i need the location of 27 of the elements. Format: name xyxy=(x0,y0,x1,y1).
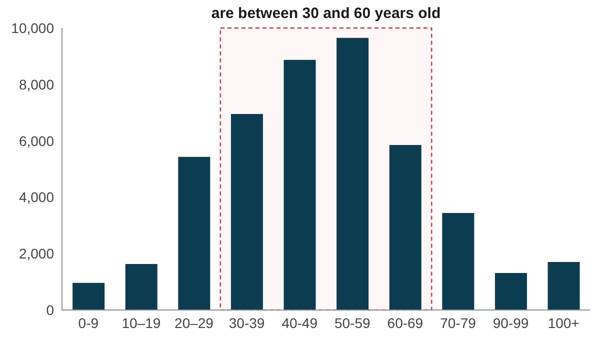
bar xyxy=(178,156,210,310)
y-tick-label: 0 xyxy=(46,302,54,318)
y-tick-label: 4,000 xyxy=(18,189,54,206)
x-tick-label: 100+ xyxy=(548,314,580,331)
bar xyxy=(494,273,527,310)
x-tick-label: 10–19 xyxy=(122,314,161,331)
y-tick-label: 8,000 xyxy=(18,76,54,92)
y-tick-label: 6,000 xyxy=(18,132,54,149)
band-label: are between 30 and 60 years old xyxy=(211,5,441,22)
x-tick-label: 60-69 xyxy=(387,314,424,331)
bar xyxy=(284,60,316,310)
x-tick-label: 20–29 xyxy=(174,314,214,331)
x-tick-label: 90-99 xyxy=(492,314,529,331)
x-tick-label: 0-9 xyxy=(78,314,99,331)
bar xyxy=(548,262,580,310)
x-tick-label: 70-79 xyxy=(440,314,476,331)
bar xyxy=(72,282,105,310)
bar xyxy=(336,38,369,310)
x-tick-label: 40-49 xyxy=(282,314,318,331)
x-tick-label: 50-59 xyxy=(334,314,371,331)
x-tick-label: 30-39 xyxy=(228,314,265,331)
bar xyxy=(442,212,474,310)
bar xyxy=(230,114,263,310)
bar xyxy=(389,145,422,310)
y-tick-label: 10,000 xyxy=(11,20,54,36)
y-tick-label: 2,000 xyxy=(18,246,54,262)
bar xyxy=(125,264,158,310)
